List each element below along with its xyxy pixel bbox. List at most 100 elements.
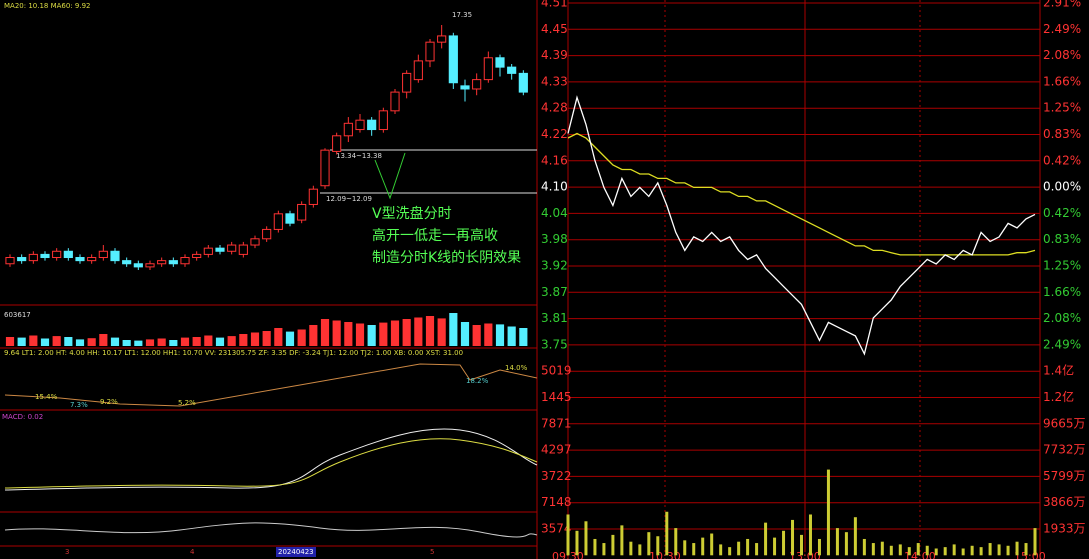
volume-bar [437,318,446,346]
pct-label: 1.66% [1043,285,1081,299]
candle-body [518,72,528,93]
pct-label: 0.42% [1043,153,1081,167]
candle-body [297,203,307,221]
volume-label: 5019 [541,364,572,378]
volume-bar [519,328,528,346]
volume-bar [192,337,201,346]
pct-label: 18.2% [466,377,489,385]
volume-bar [355,323,365,346]
volume-bar [402,319,411,346]
volume-bar [737,541,741,556]
volume-bar [87,338,96,346]
volume-bar [575,530,579,556]
pct-label: 2.49% [1043,22,1081,36]
volume-unit-label: 1933万 [1043,522,1086,536]
candle-body [378,110,388,131]
volume-bar [961,548,965,556]
volume-bar [309,325,318,346]
candle-body [437,35,447,43]
candle-body [98,250,108,259]
osc-line [4,522,538,538]
volume-bar [728,547,732,556]
volume-bar [898,544,902,556]
volume-bar [979,547,983,556]
pct-label: 14.0% [505,364,528,372]
volume-bar [64,337,73,346]
pct-label: 7.3% [70,401,88,409]
macd-label: MACD: 0.02 [2,413,43,421]
candle-body [28,253,38,262]
volume-bar [665,511,669,556]
volume-bar [40,338,50,346]
price-line [567,95,1036,356]
x-label: 5 [430,548,434,556]
price-label: 4.45 [541,22,568,36]
volume-bar [145,339,155,346]
volume-bar [647,532,651,556]
volume-bar [425,316,435,346]
price-label: 4.39 [541,48,568,62]
volume-bar [638,544,642,556]
candle-body [390,91,400,112]
x-label: 4 [190,548,195,556]
volume-bar [507,326,516,346]
volume-bar [907,547,911,556]
candle-body [180,257,190,265]
volume-bar [1015,541,1019,556]
volume-bar [449,313,458,346]
price-label: 3.75 [541,337,568,351]
volume-bar [853,517,857,556]
price-label: 4.10 [541,180,568,194]
price-label: 4.04 [541,206,568,220]
volume-bar [75,339,85,346]
volume-bar [889,545,893,556]
pct-label: 2.08% [1043,48,1081,62]
volume-bar [970,545,974,556]
volume-unit-label: 7732万 [1043,443,1086,457]
macd-line [4,428,538,491]
volume-bar [782,530,786,556]
volume-label: 4297 [541,443,572,457]
range-label: 13.34~13.38 [336,152,382,160]
volume-bar [320,319,330,346]
candle-body [425,41,435,62]
volume-bar [683,540,687,556]
volume-bar [862,538,866,556]
indicator-header: 9.64 LT1: 2.00 HT: 4.00 HH: 10.17 LT1: 1… [4,349,463,357]
volume-bar [602,543,606,556]
price-label: 4.22 [541,127,568,141]
pct-label: 2.08% [1043,311,1081,325]
volume-label: 3574 [541,522,572,536]
signal-line [4,438,538,489]
volume-label: 7148 [541,495,572,509]
volume-label: 1445 [541,390,572,404]
volume-bar [344,322,353,346]
volume-bar [122,340,131,346]
volume-unit-label: 1.4亿 [1043,363,1074,378]
volume-bar [817,538,821,556]
volume-label: 7871 [541,416,572,430]
indicator-line [4,363,538,407]
price-label: 4.16 [541,153,568,167]
volume-bar [134,340,143,346]
volume-bar [656,536,660,556]
volume-unit-label: 3866万 [1043,495,1086,509]
candle-body [87,257,97,262]
volume-unit-label: 9665万 [1043,416,1086,430]
volume-bar [988,543,992,556]
volume-bar [566,514,570,556]
candle-body [122,260,132,265]
pct-label: 0.83% [1043,127,1081,141]
candle-body [308,188,318,205]
volume-bar [791,519,795,556]
time-label: 14:00 [904,550,936,559]
price-label: 3.81 [541,311,568,325]
date-label: 20240423 [278,548,314,556]
volume-bar [746,538,750,556]
volume-bar [367,325,376,346]
candle-body [355,119,365,131]
volume-bar [692,543,696,556]
volume-bar [157,338,166,346]
